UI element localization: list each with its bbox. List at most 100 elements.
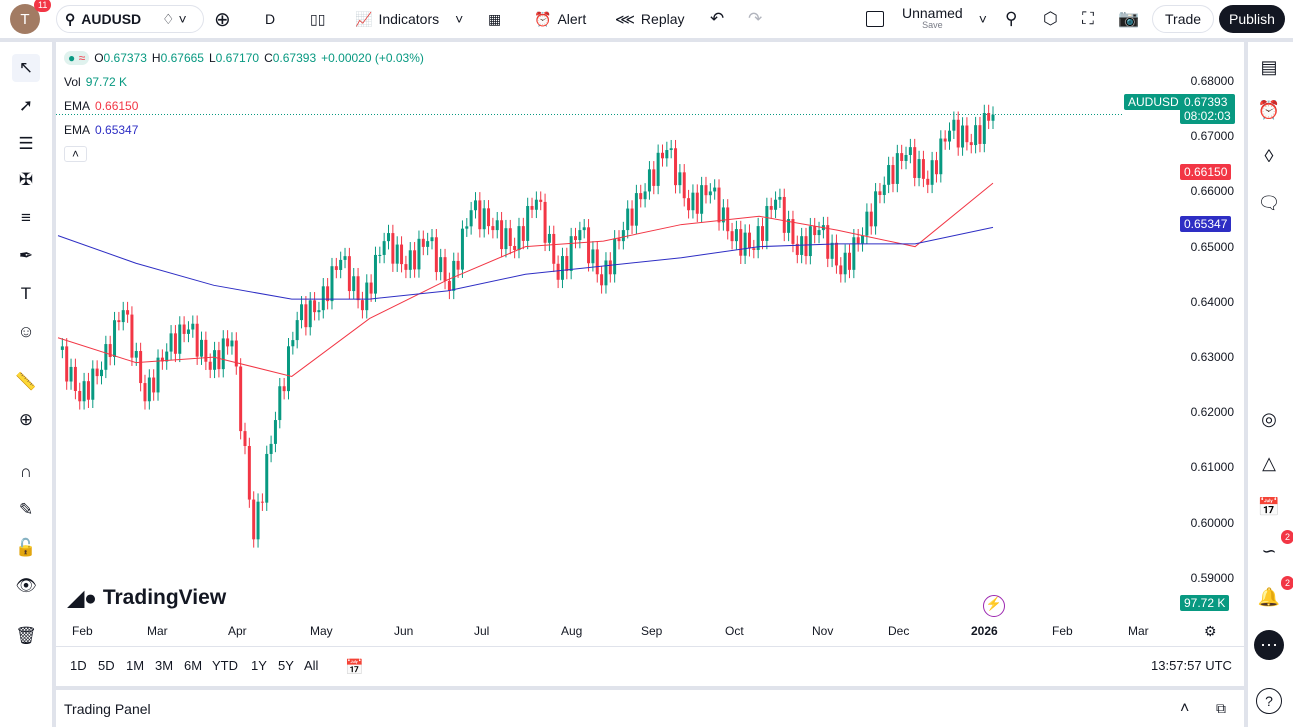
apps-grid-icon[interactable]: ⋯	[1254, 630, 1284, 660]
date-range-calendar-icon[interactable]: 📅	[345, 659, 364, 676]
eye-icon[interactable]: 👁	[15, 576, 37, 595]
compare-diamond-icon[interactable]: ♢ ˅	[162, 10, 187, 27]
candle-body	[752, 248, 756, 250]
candle-body	[365, 282, 369, 311]
candle-body	[743, 232, 747, 256]
range-button-1m[interactable]: 1M	[126, 658, 145, 673]
avatar[interactable]: T 11	[10, 0, 52, 34]
magnet-icon[interactable]: ∩	[19, 462, 33, 481]
candle-body	[813, 226, 817, 236]
lock-icon[interactable]: 🔓	[15, 538, 37, 557]
candle-body	[421, 238, 425, 247]
indicators-button[interactable]: 📈 Indicators ˅	[355, 10, 464, 28]
trade-button[interactable]: Trade	[1152, 5, 1215, 33]
candle-body	[600, 274, 604, 286]
candle-body	[652, 169, 656, 186]
axis-settings-gear-icon[interactable]: ⚙	[1204, 623, 1217, 639]
trading-panel-tab[interactable]: Trading Panel	[64, 700, 151, 717]
undo-icon[interactable]: ↶	[710, 9, 725, 28]
candle-body	[373, 254, 377, 294]
chevron-up-icon[interactable]: ˄	[1180, 699, 1190, 717]
symbol-search[interactable]: ⚲ AUDUSD	[56, 5, 204, 33]
settings-gear-icon[interactable]: ⬡	[1043, 9, 1058, 28]
candle-body	[434, 237, 438, 273]
watchlist-icon[interactable]: ▤	[1260, 56, 1278, 77]
layouts-grid-icon[interactable]: ▦	[488, 10, 502, 27]
replay-button[interactable]: ⋘ Replay	[615, 10, 685, 28]
add-symbol-icon[interactable]: ⊕	[214, 8, 231, 31]
volume-legend[interactable]: Vol 97.72 K	[64, 75, 128, 89]
redo-icon[interactable]: ↷	[748, 9, 763, 28]
chart-pane[interactable]: ● ≈ O0.67373 H0.67665 L0.67170 C0.67393 …	[56, 42, 1244, 686]
candle-body	[73, 366, 77, 392]
horizontal-lines-icon[interactable]: ☰	[18, 134, 34, 153]
candle-body	[326, 286, 330, 302]
fullscreen-icon[interactable]: ⛶	[1082, 9, 1094, 28]
fib-icon[interactable]: ≡	[21, 208, 31, 227]
utc-clock[interactable]: 13:57:57 UTC	[1151, 658, 1232, 673]
range-button-6m[interactable]: 6M	[184, 658, 203, 673]
candle-body	[734, 229, 738, 242]
layers-icon[interactable]: ◊	[1264, 145, 1274, 166]
range-button-1d[interactable]: 1D	[70, 658, 87, 673]
replay-icon: ⋘	[615, 10, 635, 27]
range-button-3m[interactable]: 3M	[155, 658, 174, 673]
candle-body	[891, 165, 895, 184]
trend-line-icon[interactable]: ➚	[18, 96, 34, 115]
symbol-price-label: AUDUSD	[1124, 94, 1183, 110]
lightning-icon[interactable]: ⚡	[983, 595, 1005, 617]
alarm-clock-icon[interactable]: ⏰	[1257, 99, 1281, 120]
ideas-icon[interactable]: △	[1262, 452, 1276, 473]
camera-icon[interactable]: 📷	[1118, 9, 1140, 28]
cursor-icon[interactable]: ↖	[12, 54, 40, 82]
candle-body	[969, 142, 973, 146]
collapse-legend-button[interactable]: ˄	[64, 146, 88, 162]
candle-body	[469, 210, 473, 227]
emoji-icon[interactable]: ☺	[17, 322, 35, 341]
candle-body	[387, 233, 391, 242]
candle-body	[739, 229, 743, 256]
tradingview-logo[interactable]: ◢● TradingView	[68, 586, 227, 610]
candle-body	[539, 199, 543, 202]
range-button-1y[interactable]: 1Y	[251, 658, 267, 673]
candle-body	[352, 276, 356, 292]
help-icon[interactable]: ?	[1256, 688, 1282, 714]
time-tick: 2026	[971, 624, 998, 638]
trash-icon[interactable]: 🗑	[15, 626, 37, 645]
candle-body	[630, 208, 634, 226]
ema-legend-1[interactable]: EMA 0.66150	[64, 99, 139, 113]
candle-body	[674, 148, 678, 186]
calendar-icon[interactable]: 📅	[1257, 496, 1281, 517]
ruler-icon[interactable]: 📏	[15, 372, 37, 391]
quick-search-icon[interactable]: ⚲	[1005, 9, 1018, 28]
range-button-5y[interactable]: 5Y	[278, 658, 294, 673]
brush-icon[interactable]: ✒	[18, 246, 34, 265]
range-button-all[interactable]: All	[304, 658, 319, 673]
candle-body	[408, 250, 412, 270]
zoom-in-icon[interactable]: ⊕	[18, 410, 34, 429]
pattern-icon[interactable]: ✠	[18, 170, 34, 189]
alarm-icon: ⏰	[534, 10, 552, 27]
bell-icon[interactable]: 🔔 2	[1256, 576, 1293, 610]
feed-icon[interactable]: ∽ 2	[1256, 530, 1293, 564]
candle-body	[213, 350, 217, 370]
alert-button[interactable]: ⏰ Alert	[534, 10, 587, 28]
chat-icon[interactable]: 🗨	[1257, 192, 1281, 213]
lock-drawing-icon[interactable]: ✎	[18, 500, 34, 519]
candles-icon[interactable]: ▯▯	[310, 10, 326, 27]
candle-body	[286, 346, 290, 392]
publish-button[interactable]: Publish	[1219, 5, 1285, 33]
candle-body	[504, 228, 508, 250]
text-icon[interactable]: T	[20, 284, 32, 303]
range-button-5d[interactable]: 5D	[98, 658, 115, 673]
ema-legend-2[interactable]: EMA 0.65347	[64, 123, 139, 137]
candle-body	[126, 310, 130, 315]
candle-body	[221, 338, 225, 370]
range-button-ytd[interactable]: YTD	[212, 658, 238, 673]
price-plot[interactable]	[56, 42, 1244, 686]
candle-body	[247, 446, 251, 500]
interval-button[interactable]: D	[265, 11, 276, 27]
maximize-icon[interactable]: ⧉	[1216, 700, 1226, 716]
target-icon[interactable]: ◎	[1261, 408, 1277, 429]
layout-button[interactable]: Unnamed Save ˅	[866, 0, 987, 38]
